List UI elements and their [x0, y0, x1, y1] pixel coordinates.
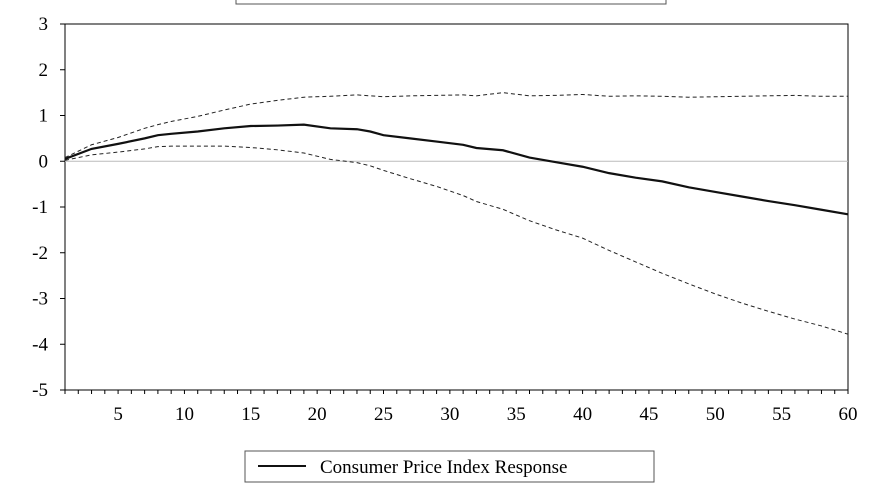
x-axis: 5 10 15 20 25 30 35 40 45 50 55 60 [64, 390, 858, 425]
y-tick-label: 0 [39, 151, 49, 172]
x-tick-label: 25 [374, 404, 393, 425]
x-tick-label: 35 [507, 404, 526, 425]
legend: Consumer Price Index Response [244, 450, 655, 483]
x-tick-label: 15 [241, 404, 260, 425]
legend-label: Consumer Price Index Response [320, 457, 567, 478]
y-tick-label: -4 [32, 334, 48, 355]
lower-bound-line [64, 145, 849, 335]
plot-frame [64, 23, 849, 391]
x-tick-label: 45 [639, 404, 658, 425]
upper-bound-line [64, 92, 848, 159]
x-tick-label: 30 [440, 404, 459, 425]
legend-box [244, 450, 655, 483]
x-tick-label: 40 [573, 404, 592, 425]
top-legend-frame [235, 0, 667, 5]
x-tick-label: 20 [308, 404, 327, 425]
x-tick-label: 10 [175, 404, 194, 425]
x-tick-label: 60 [839, 404, 858, 425]
series-layer [64, 92, 849, 335]
x-tick-label: 55 [772, 404, 791, 425]
y-tick-label: 3 [39, 14, 49, 35]
x-tick-label: 50 [706, 404, 725, 425]
y-tick-label: -2 [32, 243, 48, 264]
x-tick-label: 5 [113, 404, 123, 425]
y-tick-label: -5 [32, 380, 48, 401]
y-tick-label: -3 [32, 289, 48, 310]
y-tick-label: -1 [32, 197, 48, 218]
y-tick-label: 2 [39, 60, 49, 81]
y-tick-label: 1 [39, 106, 49, 127]
response-line [64, 123, 849, 216]
y-axis: 3 2 1 0 -1 -2 -3 -4 -5 [32, 14, 65, 401]
